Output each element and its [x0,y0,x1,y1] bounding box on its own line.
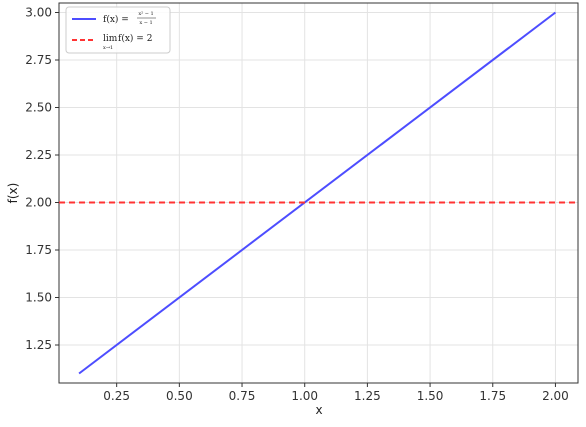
y-tick-label: 2.25 [25,148,52,162]
series-layer [59,11,578,375]
x-tick-label: 0.25 [103,389,130,403]
y-tick-label: 2.75 [25,53,52,67]
y-tick-label: 1.50 [25,291,52,305]
x-tick-label: 1.25 [354,389,381,403]
y-tick-label: 1.25 [25,338,52,352]
grid-lines [59,3,578,383]
function-line [78,11,557,375]
legend-lim-label: lim [103,34,118,44]
x-axis-label: x [315,403,322,417]
x-tick-label: 1.50 [417,389,444,403]
legend-box [65,6,171,54]
y-axis: 1.25 1.50 1.75 2.00 2.25 2.50 2.75 3.00 [25,6,59,352]
y-axis-label: f(x) [6,183,20,204]
x-axis: 0.25 0.50 0.75 1.00 1.25 1.50 1.75 2.00 [103,383,569,403]
legend-lim-rest: f(x) = 2 [118,33,152,44]
legend-f-label: f(x) = [103,14,129,25]
y-tick-label: 2.00 [25,196,52,210]
x-tick-label: 1.75 [479,389,506,403]
y-tick-label: 2.50 [25,101,52,115]
x-tick-label: 2.00 [542,389,569,403]
plot-area-frame [58,2,579,384]
legend: f(x) = x² − 1 x − 1 lim x→1 f(x) = 2 [65,6,171,54]
legend-f-denominator: x − 1 [139,20,152,26]
legend-lim-subscript: x→1 [103,45,113,51]
y-tick-label: 1.75 [25,243,52,257]
x-tick-label: 0.75 [229,389,256,403]
x-tick-label: 1.00 [291,389,318,403]
x-tick-label: 0.50 [166,389,193,403]
y-tick-label: 3.00 [25,6,52,20]
legend-f-numerator: x² − 1 [138,11,153,17]
